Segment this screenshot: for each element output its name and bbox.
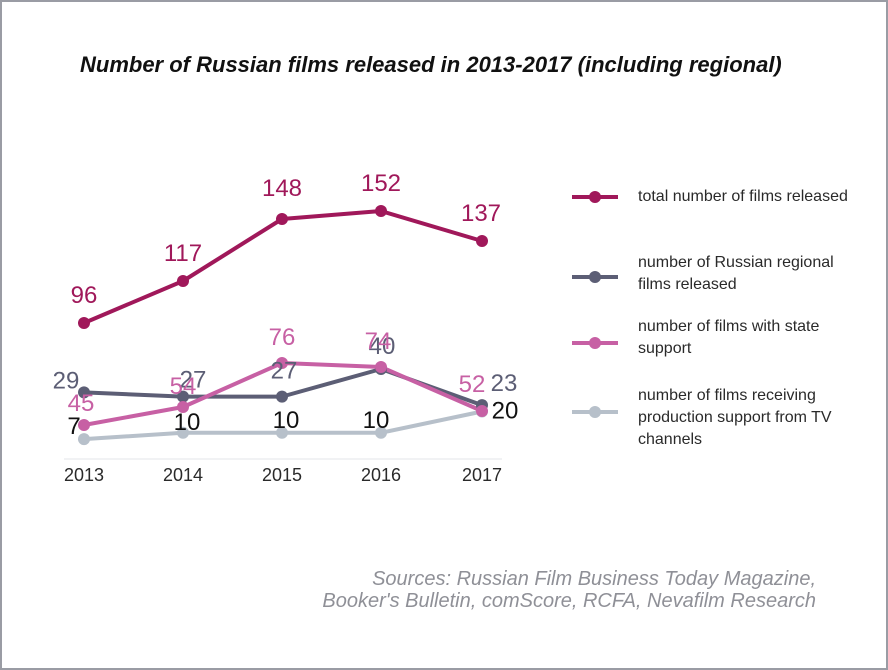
point-total-2014 bbox=[177, 275, 189, 287]
data-labels: 96 117 148 152 137 29 27 27 40 23 45 54 76 74 52 7 10 10 1… bbox=[53, 170, 519, 440]
data-label-tv-support-2016: 10 bbox=[363, 407, 390, 434]
series-line-total bbox=[83, 209, 483, 325]
point-tv-support-2016 bbox=[375, 426, 387, 439]
point-total-2016 bbox=[375, 205, 387, 217]
data-label-tv-support-2015: 10 bbox=[273, 407, 300, 434]
data-label-total-2013: 96 bbox=[71, 282, 98, 309]
legend-marker-tv-support bbox=[572, 406, 618, 418]
point-tv-support-2015 bbox=[276, 426, 288, 439]
data-label-tv-support-2013: 7 bbox=[67, 413, 80, 440]
x-tick-2013: 2013 bbox=[64, 465, 104, 485]
x-tick-2017: 2017 bbox=[462, 465, 502, 485]
data-label-state-support-2015: 76 bbox=[269, 324, 296, 351]
data-label-regional-2013: 29 bbox=[53, 367, 80, 394]
data-label-total-2014: 117 bbox=[164, 240, 202, 267]
legend-label-total: total number of films released bbox=[638, 188, 848, 205]
chart-title: Number of Russian films released in 2013… bbox=[80, 52, 782, 77]
data-label-state-support-2016: 74 bbox=[365, 328, 392, 355]
point-regional-2015 bbox=[276, 390, 288, 403]
series-points bbox=[78, 205, 488, 446]
data-label-tv-support-2017: 20 bbox=[492, 398, 519, 425]
legend-marker-regional bbox=[572, 271, 618, 283]
point-regional-2013 bbox=[78, 386, 90, 399]
point-state-support-2016 bbox=[375, 361, 387, 373]
point-total-2017 bbox=[476, 235, 488, 247]
data-label-state-support-2014: 54 bbox=[170, 373, 197, 400]
point-state-support-2015 bbox=[276, 357, 288, 369]
point-total-2013 bbox=[78, 317, 90, 329]
point-state-support-2017 bbox=[476, 405, 488, 417]
x-tick-2016: 2016 bbox=[361, 465, 401, 485]
sources-line-2: Booker's Bulletin, comScore, RCFA, Nevaf… bbox=[322, 590, 816, 612]
data-label-tv-support-2014: 10 bbox=[174, 409, 201, 436]
point-regional-2014 bbox=[177, 390, 189, 403]
x-axis-ticks: 2013 2014 2015 2016 2017 bbox=[64, 465, 502, 485]
data-label-total-2015: 148 bbox=[262, 175, 302, 202]
legend-marker-state-support bbox=[572, 337, 618, 349]
point-state-support-2014 bbox=[177, 401, 189, 413]
legend-marker-total bbox=[572, 191, 618, 203]
data-label-state-support-2017: 52 bbox=[459, 371, 486, 398]
sources-note: Sources: Russian Film Business Today Mag… bbox=[322, 568, 816, 612]
legend-label-state-support: number of films with state support bbox=[638, 318, 820, 357]
sources-line-1: Sources: Russian Film Business Today Mag… bbox=[372, 568, 816, 590]
point-total-2015 bbox=[276, 213, 288, 225]
data-label-regional-2016: 40 bbox=[369, 333, 396, 360]
legend-label-regional: number of Russian regional films release… bbox=[638, 254, 834, 293]
data-label-total-2016: 152 bbox=[361, 170, 401, 197]
data-label-regional-2017: 23 bbox=[491, 370, 518, 397]
point-tv-support-2014 bbox=[177, 426, 189, 439]
legend-label-tv-support: number of films receiving production sup… bbox=[638, 387, 832, 448]
point-state-support-2013 bbox=[78, 419, 90, 431]
point-tv-support-2013 bbox=[78, 433, 90, 446]
data-label-state-support-2013: 45 bbox=[68, 390, 95, 417]
data-label-regional-2014: 27 bbox=[180, 367, 207, 394]
x-tick-2014: 2014 bbox=[163, 465, 203, 485]
x-tick-2015: 2015 bbox=[262, 465, 302, 485]
data-label-regional-2015: 27 bbox=[271, 358, 298, 385]
data-label-total-2017: 137 bbox=[461, 200, 501, 227]
